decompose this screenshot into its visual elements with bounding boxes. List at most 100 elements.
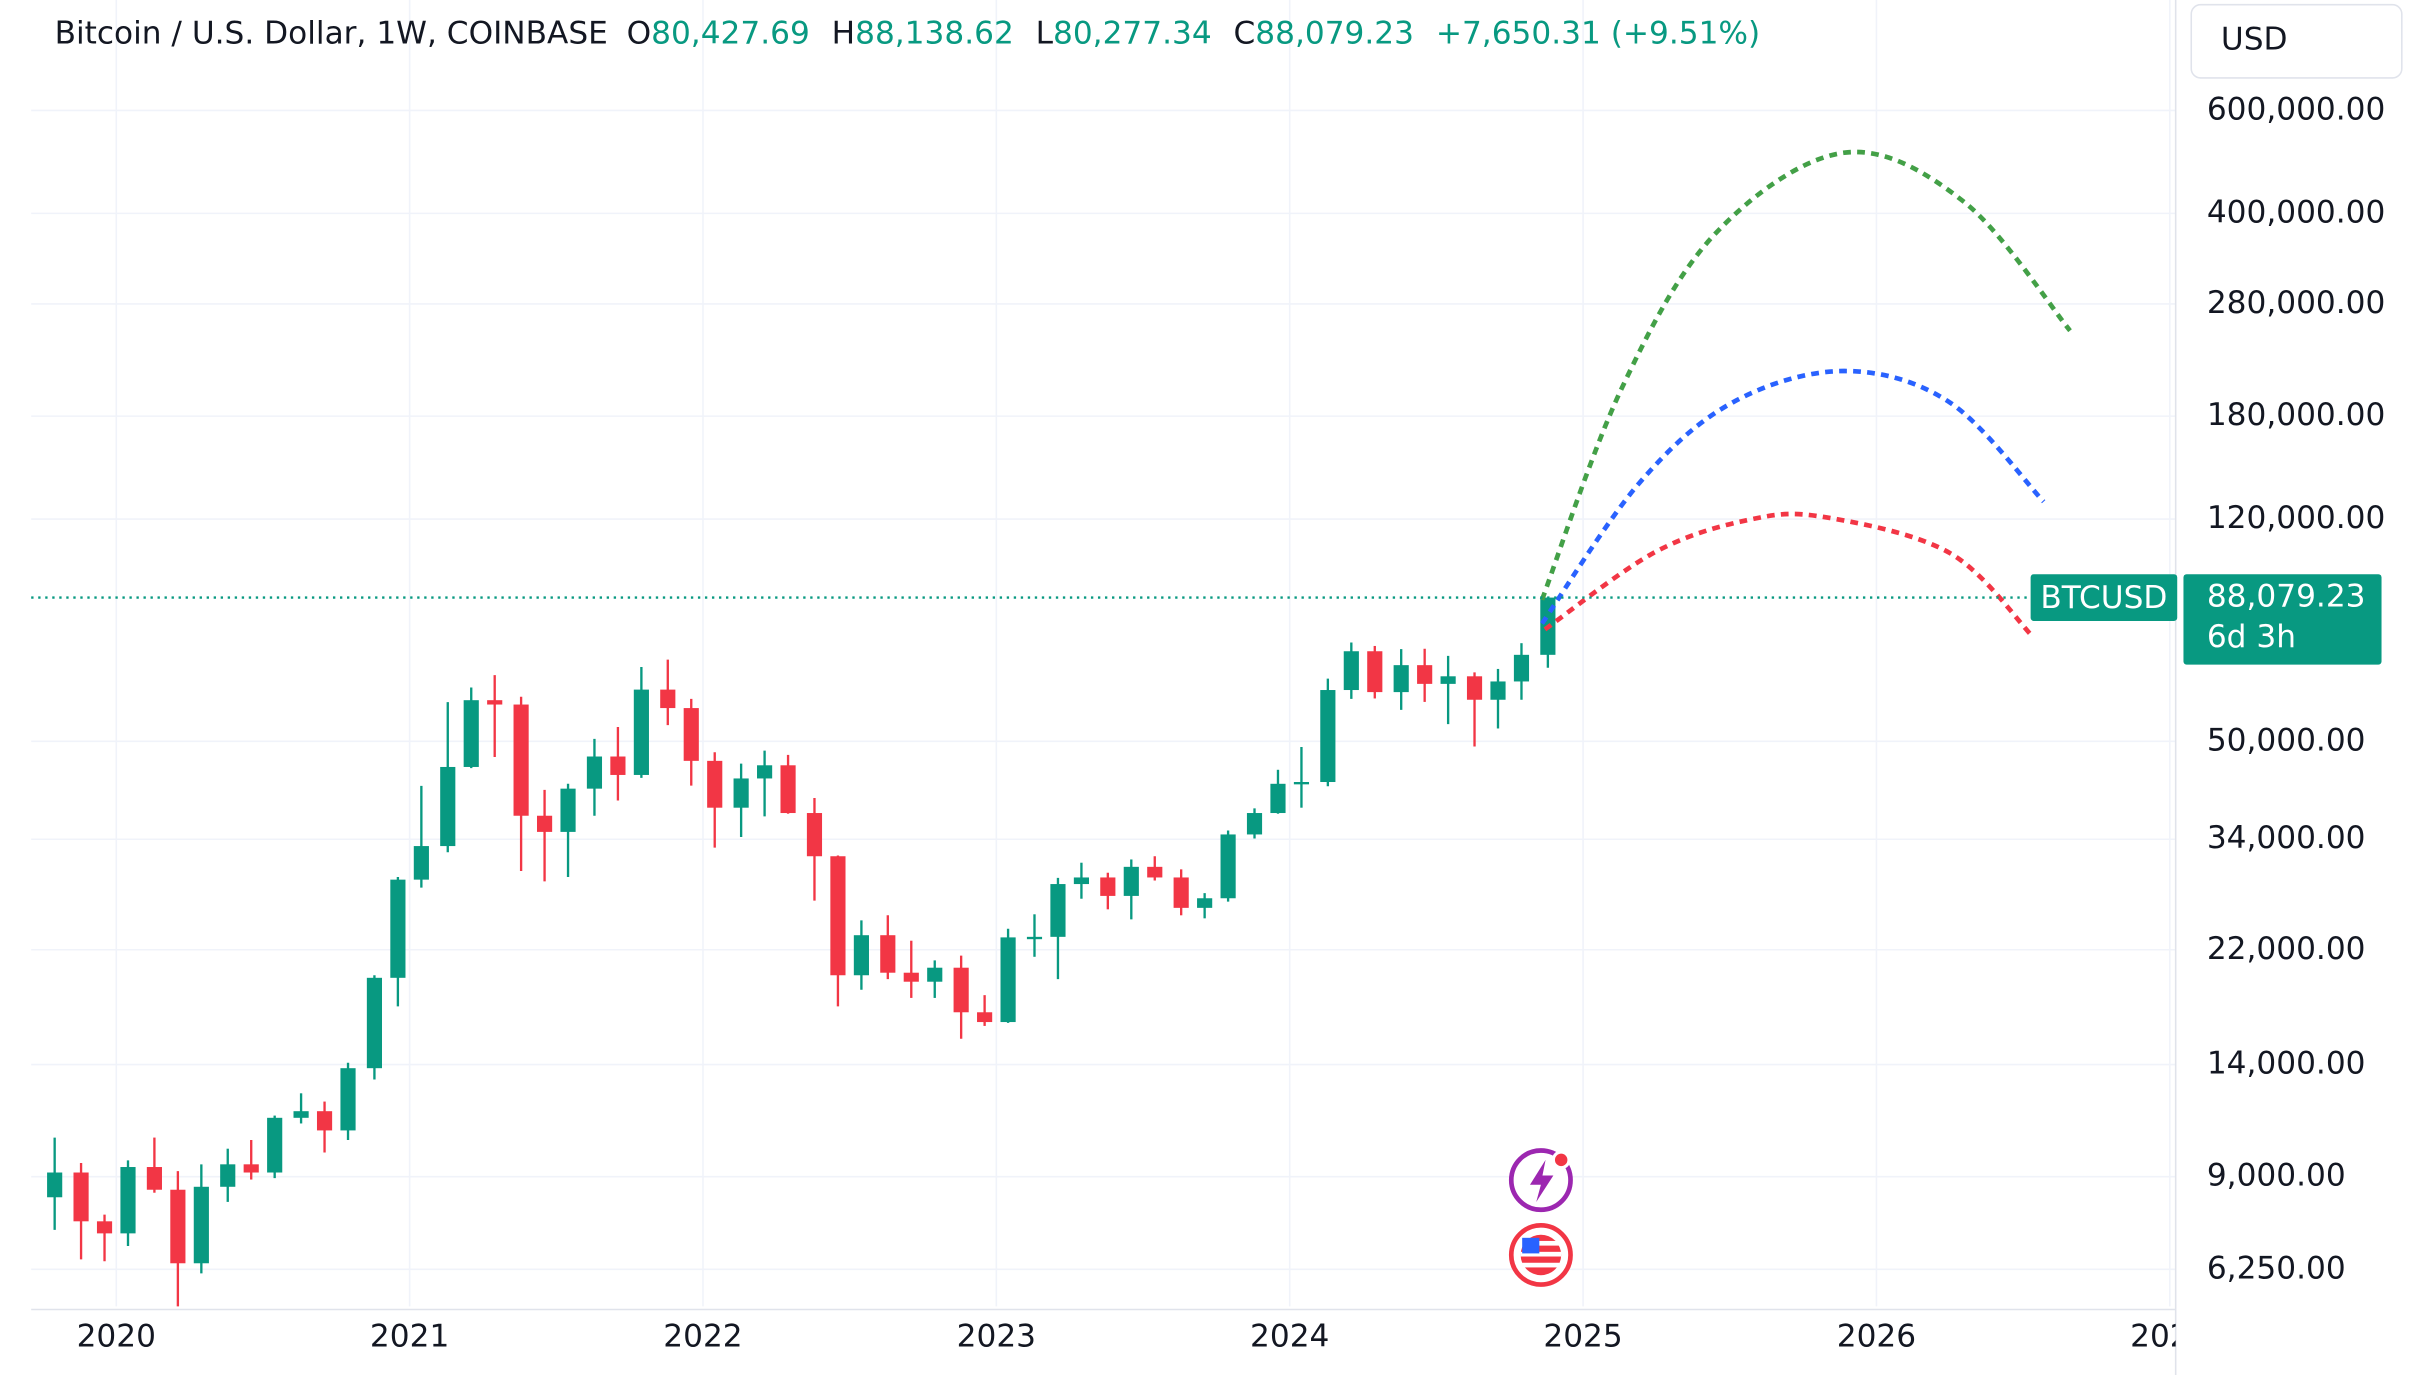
candle-body (267, 1117, 283, 1173)
candle-body (707, 760, 723, 808)
candle-body (340, 1068, 356, 1131)
low-value: 80,277.34 (1053, 15, 1212, 51)
lightning[interactable] (1529, 1159, 1554, 1202)
candle-body (96, 1221, 113, 1234)
symbol: Bitcoin / U.S. Dollar, 1W, COINBASE (55, 15, 608, 51)
candle-body (1393, 665, 1409, 693)
candle-body (1466, 676, 1483, 700)
candle-body (73, 1172, 89, 1222)
y-tick-label: 50,000.00 (2207, 722, 2366, 758)
candle-body (853, 935, 869, 976)
candle-body (830, 856, 846, 976)
countdown-label: 6d 3h (2207, 619, 2296, 655)
x-tick-label: 2021 (370, 1319, 449, 1355)
candle-body (610, 756, 626, 775)
close-value: 88,079.23 (1255, 15, 1414, 51)
candle-body (120, 1167, 136, 1234)
candle-body (880, 935, 896, 973)
x-tick-label: 2027 (2130, 1319, 2209, 1355)
price-tag (2183, 574, 2382, 665)
candle-body (660, 689, 676, 709)
candle-body (1513, 654, 1530, 682)
y-tick-label: 6,250.00 (2207, 1250, 2346, 1286)
x-tick-label: 2022 (663, 1319, 742, 1355)
y-tick-label: 180,000.00 (2207, 397, 2386, 433)
y-tick-label: 14,000.00 (2207, 1046, 2366, 1082)
candle-body (633, 689, 649, 775)
candle-body (1100, 877, 1116, 896)
candle-body (47, 1172, 63, 1198)
flag-stripe (1520, 1251, 1562, 1257)
candle-body (220, 1164, 236, 1187)
notify-dot[interactable] (1551, 1150, 1571, 1170)
candle-body (1293, 782, 1310, 785)
open-key: O (627, 15, 652, 51)
change: +7,650.31 (+9.51%) (1436, 15, 1760, 51)
y-tick-label: 9,000.00 (2207, 1158, 2346, 1194)
candle-body (780, 765, 796, 814)
candle-body (1343, 651, 1359, 691)
candle-body (170, 1189, 186, 1264)
candle-body (513, 704, 529, 816)
candle-body (1270, 783, 1286, 814)
legend-header: Bitcoin / U.S. Dollar, 1W, COINBASE O80,4… (55, 15, 1761, 51)
candle-body (1367, 651, 1383, 693)
price-tag-label: 88,079.23 (2207, 579, 2366, 615)
x-tick-label: 2020 (77, 1319, 156, 1355)
y-tick-label: 280,000.00 (2207, 285, 2386, 321)
candle-body (243, 1164, 259, 1173)
candle-body (1417, 665, 1433, 684)
candle-body (1197, 898, 1213, 908)
candle-body (806, 813, 823, 857)
candle-body (536, 815, 553, 832)
candle-body (683, 708, 699, 761)
candle-body (366, 977, 383, 1069)
symbol-tag-label: BTCUSD (2040, 580, 2167, 616)
candle-body (193, 1186, 209, 1264)
flag-stripe (1520, 1240, 1562, 1246)
open-value: 80,427.69 (651, 15, 810, 51)
low-key: L (1036, 15, 1054, 51)
x-tick-label: 2026 (1837, 1319, 1916, 1355)
candle-body (316, 1111, 333, 1131)
y-tick-label: 120,000.00 (2207, 500, 2386, 536)
candle-body (487, 700, 503, 705)
economic-event-icon[interactable] (1508, 1223, 1573, 1287)
projection-line (1539, 149, 2072, 601)
candle-body (903, 972, 919, 982)
candle-body (953, 967, 969, 1013)
high-value: 88,138.62 (855, 15, 1014, 51)
candle-body (390, 879, 406, 978)
candle-body (1320, 690, 1336, 783)
symbol-tag (2030, 574, 2178, 621)
flag-canton (1522, 1237, 1540, 1254)
candle-body (1490, 681, 1506, 700)
y-tick-label: 22,000.00 (2207, 931, 2366, 967)
candle-body (293, 1111, 309, 1118)
currency-button[interactable] (2190, 3, 2403, 79)
candle-body (1123, 866, 1139, 896)
candle-body (1026, 936, 1043, 940)
y-tick-label: 400,000.00 (2207, 194, 2386, 230)
candle-body (757, 765, 773, 779)
candle-body (927, 967, 943, 982)
candle-body (560, 788, 576, 832)
axes: 600,000.00 400,000.00 280,000.00 180,000.00… (31, 91, 2386, 1355)
x-tick-label: 2025 (1543, 1319, 1622, 1355)
x-tick-label: 2023 (957, 1319, 1036, 1355)
projection-line (1543, 511, 2034, 638)
candle-body (1000, 937, 1016, 1023)
projection-line (1540, 368, 2046, 625)
candle-body (1173, 877, 1189, 908)
currency-label[interactable]: USD (2221, 22, 2288, 58)
high-key: H (832, 15, 855, 51)
candle-body (440, 766, 456, 847)
candle-body (413, 846, 429, 880)
candle-body (733, 778, 749, 808)
events-icon[interactable] (1508, 1148, 1573, 1213)
x-axis-labels: 2020 2021 2022 2023 2024 2025 2026 2027 (77, 1319, 2209, 1355)
grid (31, 0, 2176, 1307)
x-tick-label: 2024 (1250, 1319, 1329, 1355)
